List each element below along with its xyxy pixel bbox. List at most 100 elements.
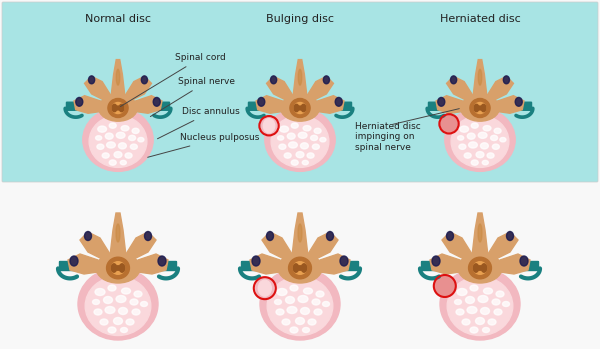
Ellipse shape [121, 327, 128, 333]
Polygon shape [250, 254, 280, 274]
Ellipse shape [451, 76, 457, 84]
Ellipse shape [482, 160, 488, 165]
Ellipse shape [116, 266, 120, 270]
Ellipse shape [120, 160, 127, 165]
Ellipse shape [469, 257, 491, 279]
Ellipse shape [301, 143, 308, 149]
Ellipse shape [260, 268, 340, 340]
Ellipse shape [279, 144, 286, 149]
Ellipse shape [85, 231, 91, 240]
Ellipse shape [296, 318, 305, 325]
Text: Herniated disc: Herniated disc [440, 14, 520, 24]
Ellipse shape [456, 309, 464, 315]
Ellipse shape [100, 319, 108, 325]
Ellipse shape [261, 116, 277, 135]
Ellipse shape [119, 264, 125, 272]
Ellipse shape [287, 133, 295, 139]
Ellipse shape [471, 123, 478, 128]
Ellipse shape [301, 104, 306, 112]
Ellipse shape [293, 262, 307, 274]
Ellipse shape [116, 296, 126, 303]
Ellipse shape [275, 299, 281, 304]
Ellipse shape [494, 128, 501, 134]
Ellipse shape [313, 144, 319, 149]
Ellipse shape [271, 76, 277, 84]
Ellipse shape [481, 264, 487, 272]
Ellipse shape [78, 268, 158, 340]
Ellipse shape [302, 160, 308, 165]
Ellipse shape [481, 104, 486, 112]
Ellipse shape [470, 98, 490, 118]
FancyBboxPatch shape [59, 261, 176, 270]
Ellipse shape [282, 319, 290, 325]
Polygon shape [500, 254, 530, 274]
Ellipse shape [153, 97, 160, 106]
Ellipse shape [301, 307, 310, 314]
Text: Spinal nerve: Spinal nerve [151, 77, 235, 117]
Ellipse shape [294, 104, 299, 112]
Ellipse shape [478, 132, 487, 138]
Ellipse shape [290, 98, 310, 118]
Ellipse shape [483, 126, 491, 131]
Ellipse shape [476, 318, 485, 325]
Ellipse shape [134, 291, 142, 297]
Ellipse shape [335, 97, 342, 106]
Ellipse shape [316, 291, 324, 297]
Ellipse shape [263, 119, 275, 133]
Ellipse shape [94, 309, 102, 315]
Ellipse shape [96, 253, 140, 283]
Ellipse shape [121, 126, 129, 131]
Ellipse shape [462, 319, 470, 325]
Polygon shape [138, 254, 168, 274]
Ellipse shape [340, 256, 348, 266]
Ellipse shape [488, 319, 496, 325]
Polygon shape [111, 60, 125, 97]
Ellipse shape [280, 126, 289, 132]
Ellipse shape [323, 302, 329, 306]
Ellipse shape [97, 144, 104, 149]
Ellipse shape [298, 296, 308, 303]
Ellipse shape [276, 309, 284, 315]
Ellipse shape [470, 327, 478, 333]
Polygon shape [68, 254, 98, 274]
Polygon shape [472, 213, 488, 256]
Ellipse shape [473, 262, 487, 274]
Ellipse shape [105, 133, 113, 139]
FancyBboxPatch shape [421, 261, 539, 270]
Ellipse shape [473, 264, 479, 272]
Ellipse shape [108, 327, 116, 333]
Polygon shape [446, 76, 473, 101]
FancyBboxPatch shape [248, 102, 352, 110]
Ellipse shape [484, 288, 493, 294]
Polygon shape [307, 76, 334, 101]
Ellipse shape [267, 276, 333, 335]
Ellipse shape [281, 95, 319, 121]
Ellipse shape [298, 69, 302, 85]
Ellipse shape [446, 231, 454, 240]
Ellipse shape [126, 319, 134, 325]
Ellipse shape [89, 116, 147, 168]
Ellipse shape [474, 104, 479, 112]
Polygon shape [110, 213, 126, 256]
Ellipse shape [95, 289, 105, 296]
FancyBboxPatch shape [67, 102, 170, 110]
Ellipse shape [457, 289, 467, 296]
Ellipse shape [92, 299, 100, 304]
Ellipse shape [265, 108, 335, 171]
Ellipse shape [112, 262, 125, 274]
Ellipse shape [432, 256, 440, 266]
Ellipse shape [470, 285, 478, 291]
Ellipse shape [520, 256, 528, 266]
Ellipse shape [116, 69, 120, 85]
Ellipse shape [95, 136, 102, 140]
Ellipse shape [119, 104, 124, 112]
Ellipse shape [326, 231, 334, 240]
Ellipse shape [291, 123, 298, 128]
Ellipse shape [506, 231, 514, 240]
Ellipse shape [70, 256, 78, 266]
Ellipse shape [466, 297, 475, 304]
Ellipse shape [98, 126, 107, 132]
Ellipse shape [503, 302, 509, 306]
FancyBboxPatch shape [2, 2, 598, 182]
Polygon shape [85, 76, 111, 101]
